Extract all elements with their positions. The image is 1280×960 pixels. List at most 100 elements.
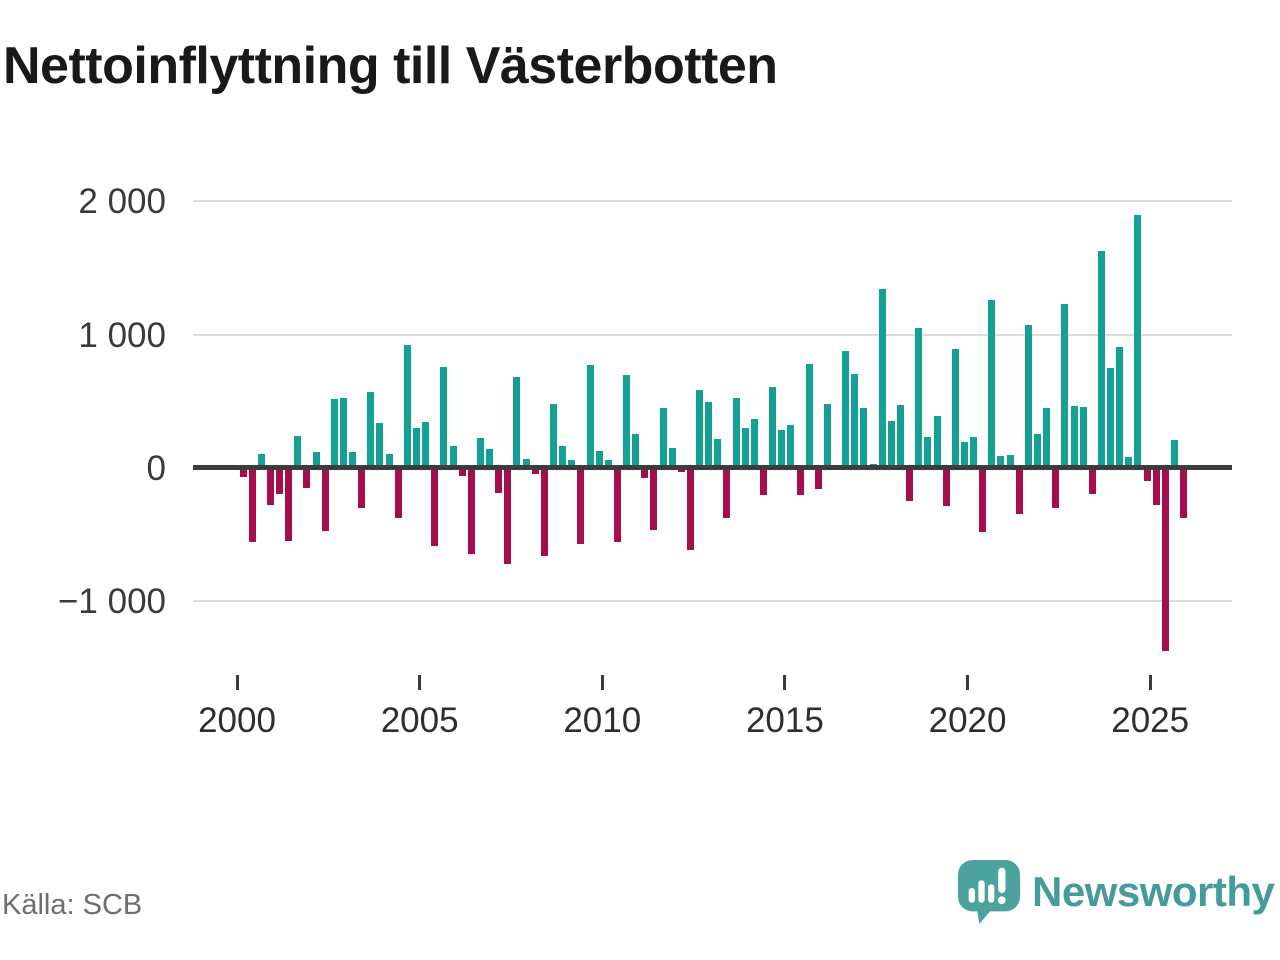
bar-2021Q3	[1024, 325, 1032, 468]
y-gridline-1000	[193, 333, 1232, 336]
bar-2022Q2	[1052, 467, 1060, 508]
x-axis-tick-mark-2025	[1148, 675, 1152, 690]
bar-2009Q2	[577, 467, 585, 545]
bar-2008Q3	[549, 404, 557, 468]
chart-title: Nettoinflyttning till Västerbotten	[3, 37, 778, 95]
bar-2023Q4	[1107, 367, 1115, 468]
bar-2011Q3	[659, 408, 667, 468]
x-axis-tick-label: 2010	[563, 701, 642, 740]
bar-2000Q1	[239, 467, 247, 477]
bar-2024Q4	[1143, 467, 1151, 481]
bar-2025Q4	[1180, 467, 1188, 519]
bar-2025Q2	[1161, 467, 1169, 651]
logo-exclamation-dot	[997, 896, 1006, 905]
bar-2012Q3	[696, 390, 704, 468]
bar-2012Q2	[686, 467, 694, 550]
bar-2013Q1	[714, 439, 722, 468]
newsworthy-logo: Newsworthy	[958, 860, 1275, 926]
bar-2018Q4	[924, 437, 932, 468]
bar-2017Q3	[878, 288, 886, 468]
bar-2007Q2	[504, 467, 512, 564]
bar-2024Q1	[1116, 346, 1124, 468]
bar-2015Q3	[805, 363, 813, 468]
bar-2007Q4	[522, 459, 530, 468]
x-axis-tick-label: 2015	[745, 701, 824, 740]
bar-2011Q4	[668, 448, 676, 468]
bar-2007Q1	[495, 467, 503, 493]
bar-2004Q1	[385, 453, 393, 468]
bar-2004Q3	[403, 345, 411, 468]
bar-2009Q4	[595, 451, 603, 468]
bar-2000Q4	[266, 467, 274, 505]
bar-2010Q3	[623, 375, 631, 468]
zero-axis-line	[193, 465, 1232, 471]
y-axis-tick-label: 1 000	[78, 315, 166, 355]
bar-2005Q3	[440, 366, 448, 468]
bar-2018Q2	[906, 467, 914, 501]
bar-2002Q3	[330, 399, 338, 468]
bar-2001Q2	[285, 467, 293, 541]
bar-2015Q4	[814, 467, 822, 489]
y-gridline-2000	[193, 200, 1232, 203]
y-axis-tick-label: −1 000	[57, 581, 166, 621]
bar-2019Q1	[933, 415, 941, 468]
bar-2014Q4	[778, 430, 786, 468]
logo-bar-2	[978, 880, 985, 903]
bar-2012Q4	[705, 401, 713, 468]
bar-2011Q1	[641, 467, 649, 479]
x-axis-tick-mark-2015	[783, 675, 787, 690]
x-axis-tick-label: 2000	[198, 701, 276, 740]
bar-2014Q1	[750, 419, 758, 468]
y-gridline--1000	[193, 599, 1232, 602]
bar-2015Q2	[796, 467, 804, 495]
bar-2009Q3	[586, 364, 594, 468]
bar-2008Q4	[559, 446, 567, 468]
bar-2014Q3	[769, 387, 777, 468]
bar-2022Q1	[1043, 407, 1051, 468]
bar-2023Q3	[1097, 250, 1105, 468]
y-axis-tick-label: 2 000	[78, 182, 166, 222]
bar-2018Q3	[915, 327, 923, 468]
bar-2022Q4	[1070, 405, 1078, 468]
bar-2017Q4	[887, 421, 895, 468]
bar-2001Q3	[294, 435, 302, 468]
bar-2005Q2	[431, 467, 439, 546]
bar-2001Q1	[276, 467, 284, 494]
bar-2016Q1	[823, 404, 831, 468]
bar-2005Q1	[422, 422, 430, 468]
x-axis-tick-mark-2010	[600, 675, 604, 690]
bar-2014Q2	[760, 467, 768, 495]
x-axis-tick-mark-2005	[418, 675, 422, 690]
y-axis-tick-label: 0	[146, 448, 166, 488]
newsworthy-bubble-chart-icon	[958, 860, 1020, 924]
source-note: Källa: SCB	[2, 889, 143, 921]
bar-2024Q2	[1125, 457, 1133, 468]
newsworthy-wordmark: Newsworthy	[1032, 868, 1275, 915]
bar-2003Q3	[367, 391, 375, 468]
bar-2021Q1	[1006, 455, 1014, 468]
bar-2006Q3	[476, 437, 484, 468]
bar-2016Q4	[851, 374, 859, 468]
bar-2020Q4	[997, 456, 1005, 468]
bar-2013Q4	[741, 427, 749, 468]
bar-2017Q1	[860, 408, 868, 468]
bar-2008Q1	[531, 467, 539, 474]
bar-2024Q3	[1134, 214, 1142, 468]
bar-2020Q2	[979, 467, 987, 533]
bar-2000Q3	[257, 454, 265, 468]
bar-2018Q1	[897, 405, 904, 468]
bar-2003Q4	[376, 423, 384, 468]
bar-2002Q1	[312, 451, 320, 468]
bar-2004Q4	[413, 428, 420, 468]
x-axis-tick-mark-2020	[966, 675, 970, 690]
bar-2011Q2	[650, 467, 658, 531]
bar-2006Q1	[458, 467, 466, 477]
bar-2019Q3	[951, 349, 959, 468]
bar-2008Q2	[540, 467, 548, 556]
bar-2023Q1	[1079, 407, 1087, 468]
bar-2020Q1	[970, 437, 978, 468]
bar-2000Q2	[248, 467, 256, 542]
bar-2005Q4	[449, 446, 457, 468]
